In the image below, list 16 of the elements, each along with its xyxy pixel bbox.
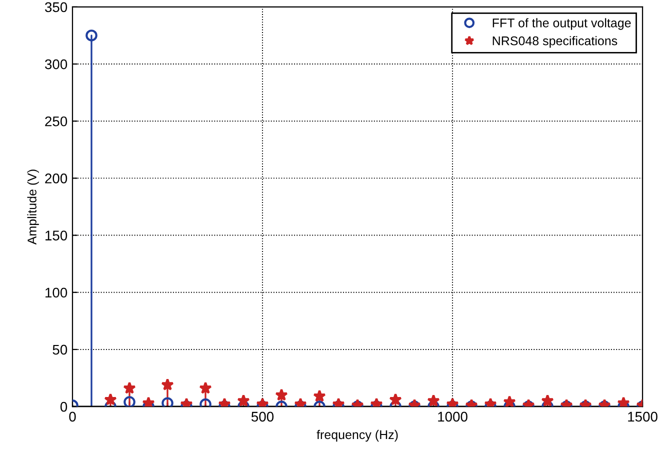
- legend-label: NRS048 specifications: [492, 36, 618, 48]
- y-tick-label: 300: [44, 59, 68, 70]
- x-tick-label: 0: [69, 412, 76, 422]
- x-tick-label: 1500: [628, 412, 658, 422]
- x-tick-label: 500: [251, 412, 274, 422]
- y-axis-title: Amplitude (V): [27, 170, 39, 245]
- y-tick-label: 250: [45, 116, 68, 126]
- y-tick-label: 350: [44, 2, 68, 12]
- legend-label: FFT of the output voltage: [492, 18, 631, 30]
- x-axis-title: frequency (Hz): [316, 430, 398, 442]
- y-tick-label: 0: [60, 402, 68, 412]
- y-tick-label: 100: [46, 288, 68, 298]
- y-tick-label: 200: [45, 174, 68, 184]
- y-tick-label: 50: [52, 344, 68, 355]
- x-tick-label: 1000: [438, 412, 468, 422]
- y-tick-label: 150: [46, 230, 68, 240]
